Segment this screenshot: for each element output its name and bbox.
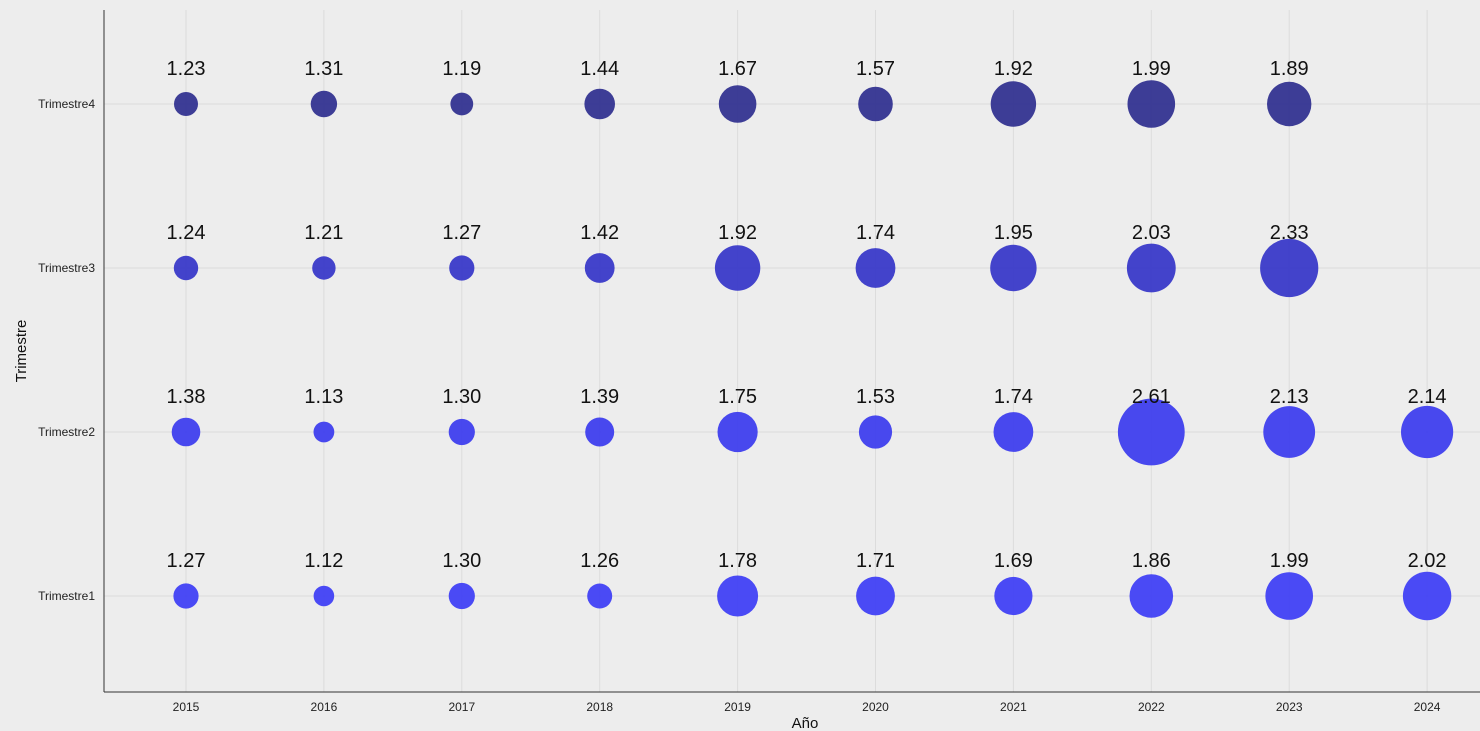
data-label-2019-trimestre2: 1.75	[718, 386, 757, 408]
bubble-2017-trimestre1	[448, 582, 475, 610]
data-label-2022-trimestre4: 1.99	[1132, 58, 1171, 80]
bubble-2016-trimestre3	[312, 256, 336, 280]
data-label-2023-trimestre1: 1.99	[1270, 550, 1309, 572]
data-label-2018-trimestre3: 1.42	[580, 222, 619, 244]
x-tick-label: 2015	[173, 700, 200, 714]
bubble-2022-trimestre1	[1129, 574, 1174, 618]
data-label-2016-trimestre3: 1.21	[304, 222, 343, 244]
y-tick-label: Trimestre1	[38, 589, 95, 603]
data-label-2020-trimestre1: 1.71	[856, 550, 895, 572]
bubble-2024-trimestre1	[1402, 571, 1452, 621]
bubble-2018-trimestre4	[584, 88, 615, 120]
data-label-2020-trimestre3: 1.74	[856, 222, 895, 244]
bubble-2017-trimestre2	[448, 418, 475, 446]
tick-labels: 2015 2016 2017 2018 2019 2020 2021 2022 2023 2024…	[38, 97, 1441, 714]
data-label-2021-trimestre2: 1.74	[994, 386, 1033, 408]
data-label-2021-trimestre1: 1.69	[994, 550, 1033, 572]
data-label-2020-trimestre2: 1.53	[856, 386, 895, 408]
data-label-2018-trimestre1: 1.26	[580, 550, 619, 572]
bubble-2024-trimestre2	[1401, 405, 1454, 459]
bubble-2019-trimestre3	[714, 245, 761, 291]
bubble-2019-trimestre2	[717, 411, 758, 453]
bubble-2020-trimestre1	[856, 576, 895, 616]
data-label-2022-trimestre1: 1.86	[1132, 550, 1171, 572]
bubble-2018-trimestre3	[584, 253, 615, 283]
data-label-2023-trimestre3: 2.33	[1270, 222, 1309, 244]
x-axis-title: Año	[792, 715, 819, 731]
bubble-2020-trimestre3	[855, 248, 896, 288]
x-tick-label: 2020	[862, 700, 889, 714]
y-axis-title: Trimestre	[13, 320, 30, 383]
bubble-2021-trimestre1	[994, 576, 1033, 616]
data-label-2019-trimestre1: 1.78	[718, 550, 757, 572]
bubble-2021-trimestre2	[993, 412, 1034, 452]
bubble-2020-trimestre2	[858, 415, 893, 449]
data-label-2017-trimestre4: 1.19	[442, 58, 481, 80]
data-label-2018-trimestre2: 1.39	[580, 386, 619, 408]
x-tick-label: 2019	[724, 700, 751, 714]
axes	[103, 10, 1480, 693]
data-label-2016-trimestre4: 1.31	[304, 58, 343, 80]
bubble-2015-trimestre3	[173, 255, 199, 281]
bubble-2023-trimestre4	[1267, 81, 1312, 127]
bubble-2019-trimestre1	[717, 575, 759, 617]
data-label-2017-trimestre2: 1.30	[442, 386, 481, 408]
bubble-2022-trimestre4	[1127, 80, 1176, 128]
data-label-2016-trimestre1: 1.12	[304, 550, 343, 572]
data-label-2015-trimestre3: 1.24	[167, 222, 206, 244]
data-label-2015-trimestre4: 1.23	[167, 58, 206, 80]
data-label-2019-trimestre3: 1.92	[718, 222, 757, 244]
bubble-2022-trimestre2	[1117, 398, 1185, 466]
data-label-2023-trimestre4: 1.89	[1270, 58, 1309, 80]
bubble-2022-trimestre3	[1126, 243, 1176, 293]
bubble-2023-trimestre2	[1263, 406, 1316, 458]
x-tick-label: 2024	[1414, 700, 1441, 714]
x-tick-label: 2018	[586, 700, 613, 714]
x-tick-label: 2022	[1138, 700, 1165, 714]
data-label-2015-trimestre1: 1.27	[167, 550, 206, 572]
x-tick-label: 2017	[448, 700, 475, 714]
data-label-2021-trimestre4: 1.92	[994, 58, 1033, 80]
bubble-2016-trimestre4	[310, 90, 338, 118]
data-label-2022-trimestre3: 2.03	[1132, 222, 1171, 244]
data-label-2020-trimestre4: 1.57	[856, 58, 895, 80]
bubble-2021-trimestre3	[990, 244, 1037, 292]
x-tick-label: 2021	[1000, 700, 1027, 714]
data-label-2023-trimestre2: 2.13	[1270, 386, 1309, 408]
data-label-2022-trimestre2: 2.61	[1132, 386, 1171, 408]
data-label-2017-trimestre1: 1.30	[442, 550, 481, 572]
x-tick-label: 2023	[1276, 700, 1303, 714]
bubble-2015-trimestre2	[171, 417, 201, 447]
bubble-2017-trimestre4	[450, 92, 474, 116]
data-label-2024-trimestre2: 2.14	[1408, 386, 1447, 408]
data-labels: 1.27 1.12 1.30 1.26 1.78 1.71 1.69 1.86 1.99 2.02…	[167, 58, 1447, 572]
data-label-2019-trimestre4: 1.67	[718, 58, 757, 80]
y-tick-label: Trimestre2	[38, 425, 95, 439]
y-tick-label: Trimestre3	[38, 261, 95, 275]
x-tick-label: 2016	[311, 700, 338, 714]
bubble-2023-trimestre1	[1265, 572, 1313, 620]
data-label-2015-trimestre2: 1.38	[167, 386, 206, 408]
bubble-2021-trimestre4	[990, 81, 1037, 127]
bubble-2015-trimestre1	[173, 583, 199, 609]
bubble-2019-trimestre4	[718, 85, 757, 123]
bubble-2020-trimestre4	[858, 86, 893, 122]
data-label-2016-trimestre2: 1.13	[304, 386, 343, 408]
bubble-2018-trimestre2	[585, 417, 615, 447]
data-label-2018-trimestre4: 1.44	[580, 58, 619, 80]
bubble-2015-trimestre4	[174, 92, 198, 116]
data-label-2021-trimestre3: 1.95	[994, 222, 1033, 244]
data-label-2024-trimestre1: 2.02	[1408, 550, 1447, 572]
bubble-2017-trimestre3	[449, 255, 475, 281]
bubble-2016-trimestre1	[313, 585, 335, 607]
bubbles	[171, 80, 1454, 621]
bubble-2016-trimestre2	[313, 421, 335, 443]
bubble-2018-trimestre1	[587, 583, 613, 609]
y-tick-label: Trimestre4	[38, 97, 95, 111]
data-label-2017-trimestre3: 1.27	[442, 222, 481, 244]
bubble-2023-trimestre3	[1260, 238, 1319, 298]
